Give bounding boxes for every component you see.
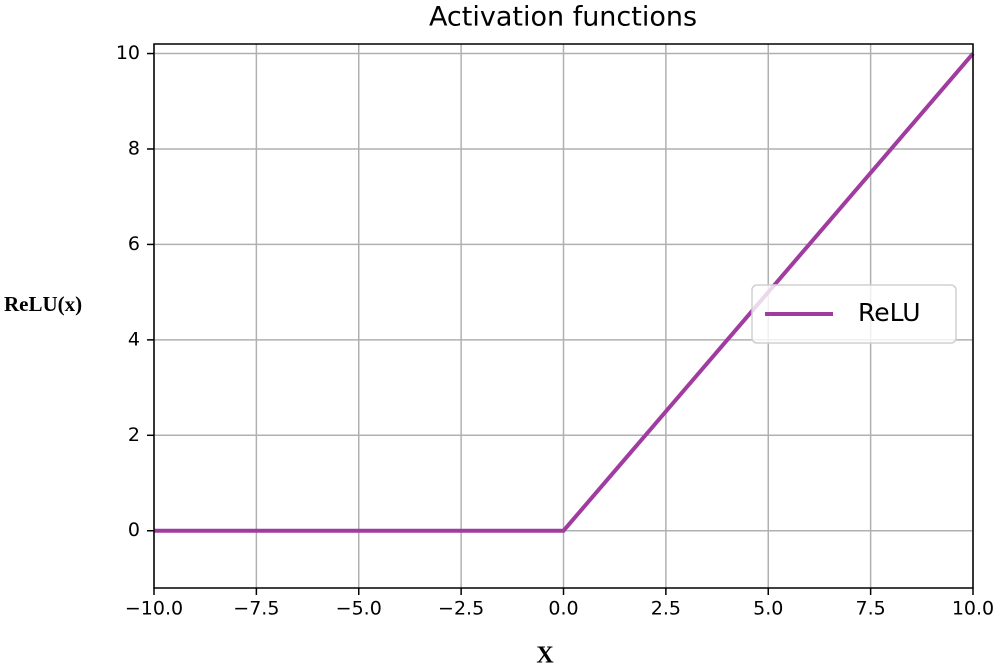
- x-tick-label: 7.5: [856, 598, 886, 620]
- y-axis-label: ReLU(x): [4, 292, 82, 316]
- x-tick-label: −5.0: [336, 598, 382, 620]
- x-tick-label: −10.0: [125, 598, 183, 620]
- y-tick-label: 8: [128, 137, 140, 159]
- chart-title: Activation functions: [429, 2, 697, 33]
- legend-label: ReLU: [858, 298, 921, 327]
- x-tick-label: −7.5: [233, 598, 279, 620]
- line: [154, 52, 975, 533]
- y-tick-label: 0: [128, 519, 140, 541]
- x-tick-label: 5.0: [753, 598, 783, 620]
- y-tick-label: 2: [128, 424, 140, 446]
- legend-box: [751, 284, 957, 344]
- y-tick-label: 10: [116, 42, 140, 64]
- plot-frame: [153, 43, 974, 589]
- x-tick-label: 2.5: [651, 598, 681, 620]
- x-tick-label: 10.0: [952, 598, 994, 620]
- x-tick-label: 0.0: [548, 598, 578, 620]
- x-tick-label: −2.5: [438, 598, 484, 620]
- y-tick-label: 4: [128, 328, 140, 350]
- y-tick-label: 6: [128, 233, 140, 255]
- x-axis-label: X: [536, 643, 554, 669]
